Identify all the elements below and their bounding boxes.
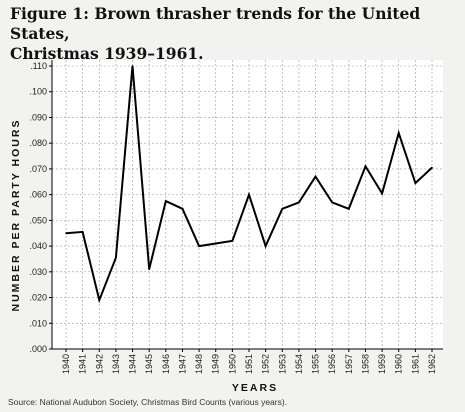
data-point: [314, 175, 317, 178]
x-tick-label: 1956: [327, 354, 337, 374]
y-tick-label: .100: [29, 87, 47, 97]
y-tick-label: .080: [29, 138, 47, 148]
data-point: [364, 165, 367, 168]
x-tick-label: 1944: [128, 354, 138, 374]
x-tick-label: 1960: [394, 354, 404, 374]
x-tick-labels: 1940 1941 1942 1943 1944 1945 1946 1947 1948 1949…: [61, 354, 437, 374]
y-tick-label: .000: [29, 344, 47, 354]
data-point: [248, 193, 250, 196]
data-point: [81, 231, 84, 233]
data-point: [331, 201, 333, 204]
data-point: [198, 245, 200, 247]
y-tick-label: .070: [29, 164, 47, 174]
data-point: [181, 207, 184, 210]
figure-title: Figure 1: Brown thrasher trends for the …: [10, 4, 460, 64]
x-tick-label: 1942: [94, 354, 104, 374]
axes: [49, 60, 443, 352]
y-tick-label: .090: [29, 112, 47, 122]
data-point: [214, 242, 217, 245]
data-point: [431, 166, 433, 169]
y-tick-label: .050: [29, 215, 47, 225]
y-tick-label: .010: [29, 318, 47, 328]
title-line-2: Christmas 1939–1961.: [10, 44, 204, 63]
data-point: [264, 245, 267, 247]
y-tick-label: .020: [29, 293, 47, 303]
y-tick-labels: .000 .010 .020 .030 .040 .050 .060 .070 .080 .090…: [29, 61, 47, 354]
x-tick-label: 1947: [177, 354, 187, 374]
x-tick-label: 1953: [277, 354, 287, 374]
x-tick-label: 1946: [161, 354, 171, 374]
x-tick-label: 1959: [377, 354, 387, 374]
x-axis-title: YEARS: [232, 382, 278, 394]
data-point: [131, 65, 134, 67]
y-tick-label: .030: [29, 267, 47, 277]
data-point: [115, 256, 117, 259]
y-axis-title: NUMBER PER PARTY HOURS: [10, 119, 22, 312]
x-tick-label: 1951: [244, 354, 254, 374]
plot-area: [52, 60, 443, 349]
x-tick-label: 1941: [78, 354, 88, 374]
x-tick-label: 1957: [344, 354, 354, 374]
data-point: [414, 182, 417, 184]
x-tick-label: 1954: [294, 354, 304, 374]
x-tick-label: 1952: [261, 354, 271, 374]
x-tick-label: 1943: [111, 354, 121, 374]
x-tick-label: 1949: [211, 354, 221, 374]
data-point: [397, 132, 400, 134]
data-point: [348, 207, 350, 210]
x-tick-label: 1962: [427, 354, 437, 374]
x-tick-label: 1948: [194, 354, 204, 374]
data-point: [98, 299, 101, 301]
title-line-1: Figure 1: Brown thrasher trends for the …: [10, 4, 421, 43]
source-note: Source: National Audubon Society, Christ…: [8, 397, 288, 407]
y-tick-label: .040: [29, 241, 47, 251]
data-point: [148, 268, 150, 271]
data-point: [298, 201, 300, 204]
x-tick-label: 1961: [410, 354, 420, 374]
data-point: [231, 240, 234, 242]
data-point: [165, 200, 167, 202]
x-tick-label: 1940: [61, 354, 71, 374]
series-layer: [65, 65, 433, 304]
data-point: [281, 207, 284, 210]
data-point: [65, 232, 67, 235]
y-tick-label: .110: [30, 61, 47, 71]
data-point: [381, 192, 383, 195]
grid-lines: [52, 60, 443, 349]
x-tick-label: 1950: [227, 354, 237, 374]
x-tick-label: 1945: [144, 354, 154, 374]
x-tick-label: 1955: [311, 354, 321, 374]
x-tick-label: 1958: [360, 354, 370, 374]
y-tick-label: .060: [29, 190, 47, 200]
